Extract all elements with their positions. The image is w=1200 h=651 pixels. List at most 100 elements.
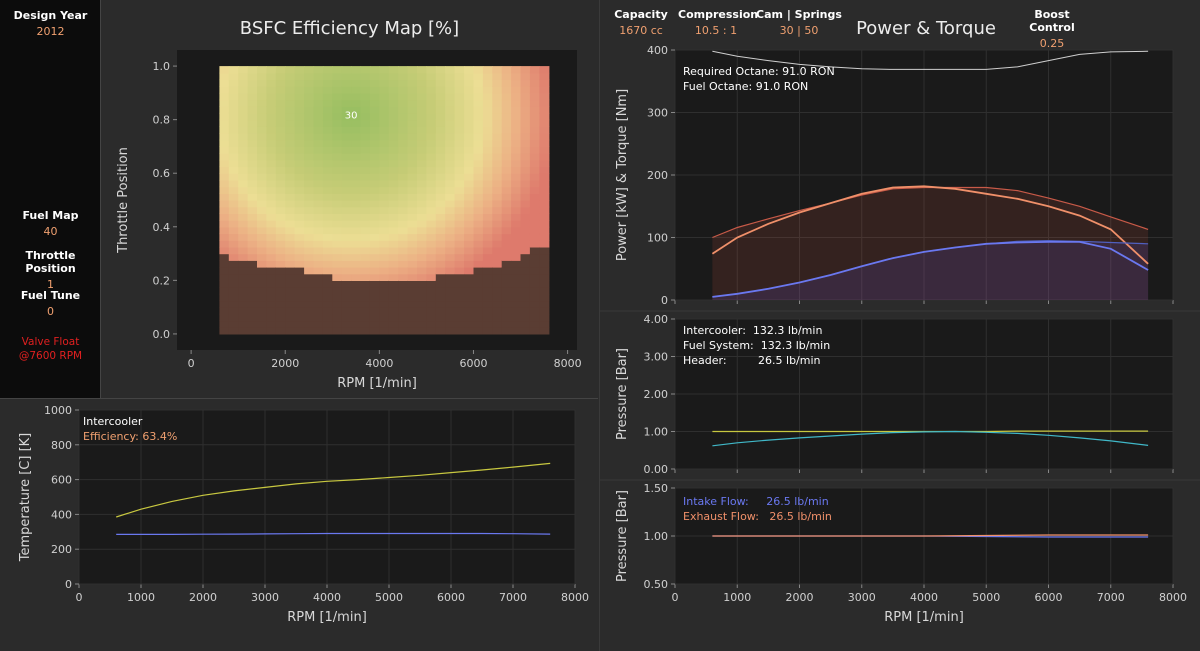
bsfc-heatmap-cell [435, 126, 446, 134]
throttle-position-value[interactable]: 1 [47, 278, 54, 291]
bsfc-heatmap-cell [257, 213, 267, 221]
bsfc-heatmap-cell [492, 79, 503, 87]
bsfc-heatmap-cell [379, 173, 390, 181]
bsfc-heatmap-cell [238, 313, 249, 322]
bsfc-heatmap-cell [332, 280, 343, 288]
bsfc-heatmap-cell [464, 313, 475, 322]
fuel-map-value[interactable]: 40 [43, 225, 58, 238]
fuel-map-block[interactable]: Fuel Map 40 [0, 209, 101, 238]
bsfc-heatmap-cell [388, 273, 399, 281]
bsfc-heatmap-cell [482, 66, 493, 74]
bsfc-heatmap-cell [445, 213, 456, 221]
bsfc-heatmap-cell [379, 92, 390, 101]
bsfc-heatmap-cell [417, 273, 427, 281]
bsfc-heatmap-cell [426, 233, 437, 241]
bsfc-heatmap-cell [313, 206, 324, 214]
bsfc-heatmap-cell [426, 66, 437, 74]
bsfc-heatmap-cell [257, 79, 267, 87]
bsfc-heatmap-cell [388, 313, 399, 322]
bsfc-heatmap-cell [426, 139, 437, 147]
pressure-lower-x-tick-label: 2000 [786, 591, 814, 604]
bsfc-heatmap-cell [247, 206, 258, 214]
bsfc-heatmap-cell [501, 206, 512, 214]
bsfc-heatmap-cell [285, 307, 296, 315]
bsfc-heatmap-cell [501, 273, 512, 281]
bsfc-heatmap-cell [435, 200, 446, 208]
bsfc-heatmap-cell [219, 246, 230, 255]
bsfc-heatmap-cell [417, 200, 427, 208]
bsfc-heatmap-cell [322, 146, 333, 154]
bsfc-heatmap-cell [492, 253, 503, 261]
throttle-position-block[interactable]: Throttle Position 1 [0, 249, 101, 291]
bsfc-heatmap-cell [228, 300, 239, 308]
bsfc-heatmap-cell [285, 253, 296, 261]
bsfc-heatmap-cell [332, 240, 343, 248]
bsfc-heatmap-cell [360, 260, 371, 268]
bsfc-heatmap-cell [407, 213, 418, 221]
bsfc-heatmap-cell [529, 226, 540, 235]
bsfc-heatmap-cell [294, 186, 305, 194]
bsfc-heatmap-cell [257, 327, 267, 335]
bsfc-heatmap-cell [492, 300, 503, 308]
bsfc-heatmap-cell [275, 267, 286, 275]
bsfc-heatmap-cell [247, 106, 258, 114]
bsfc-heatmap-cell [407, 206, 418, 214]
bsfc-heatmap-cell [304, 72, 315, 81]
bsfc-heatmap-cell [539, 79, 550, 87]
bsfc-heatmap-cell [275, 213, 286, 221]
temperature-chart: 0 1000 2000 3000 4000 5000 6000 7000 80000200400… [18, 404, 589, 625]
bsfc-heatmap-cell [219, 126, 230, 134]
bsfc-heatmap-cell [341, 86, 352, 94]
capacity-block[interactable]: Capacity 1670 cc [608, 8, 674, 37]
valve-float-line2: @7600 RPM [18, 350, 83, 362]
bsfc-heatmap-cell [529, 106, 540, 114]
bsfc-heatmap-cell [520, 79, 531, 87]
bsfc-heatmap-cell [228, 287, 239, 295]
bsfc-heatmap-cell [501, 106, 512, 114]
bsfc-heatmap-cell [426, 280, 437, 288]
bsfc-heatmap-cell [275, 146, 286, 154]
bsfc-heatmap-cell [482, 200, 493, 208]
bsfc-heatmap-cell [511, 280, 522, 288]
bsfc-heatmap-cell [369, 307, 380, 315]
bsfc-heatmap-cell [228, 92, 239, 101]
bsfc-heatmap-cell [360, 327, 371, 335]
compression-block[interactable]: Compression 10.5 : 1 [678, 8, 758, 37]
bsfc-heatmap-cell [351, 119, 362, 127]
bsfc-heatmap-cell [454, 273, 465, 281]
bsfc-heatmap-cell [417, 112, 427, 121]
bsfc-heatmap-cell [520, 273, 531, 281]
fuel-tune-block[interactable]: Fuel Tune 0 [0, 289, 101, 318]
compression-value[interactable]: 10.5 : 1 [694, 24, 738, 37]
bsfc-heatmap-cell [257, 166, 267, 174]
bsfc-heatmap-cell [238, 159, 249, 168]
bsfc-heatmap-cell [285, 313, 296, 322]
bsfc-heatmap-cell [228, 280, 239, 288]
bsfc-heatmap-cell [417, 206, 427, 214]
fuel-tune-value[interactable]: 0 [47, 305, 54, 318]
bsfc-heatmap-cell [511, 206, 522, 214]
capacity-value[interactable]: 1670 cc [619, 24, 663, 37]
fuel-octane-annotation: Fuel Octane: 91.0 RON [683, 80, 808, 93]
bsfc-heatmap-cell [285, 153, 296, 161]
cam-springs-block[interactable]: Cam | Springs 30 | 50 [756, 8, 842, 37]
bsfc-heatmap-cell [322, 260, 333, 268]
bsfc-heatmap-cell [219, 159, 230, 168]
bsfc-heatmap-cell [266, 186, 277, 194]
design-year-label: Design Year [13, 9, 88, 22]
bsfc-heatmap-cell [398, 186, 409, 194]
cam-springs-value[interactable]: 30 | 50 [779, 24, 819, 37]
bsfc-heatmap-cell [275, 253, 286, 261]
boost-control-block[interactable]: Boost Control 0.25 [1010, 8, 1094, 50]
bsfc-heatmap-cell [501, 119, 512, 127]
bsfc-heatmap-cell [294, 240, 305, 248]
valve-float-warning: Valve Float @7600 RPM [0, 335, 101, 363]
bsfc-heatmap-cell [247, 133, 258, 141]
bsfc-heatmap-cell [398, 313, 409, 322]
bsfc-heatmap-cell [529, 253, 540, 261]
bsfc-heatmap-cell [266, 313, 277, 322]
bsfc-heatmap-cell [426, 92, 437, 101]
bsfc-heatmap-cell [369, 159, 380, 168]
boost-control-value[interactable]: 0.25 [1039, 37, 1065, 50]
bsfc-heatmap-cell [464, 240, 475, 248]
